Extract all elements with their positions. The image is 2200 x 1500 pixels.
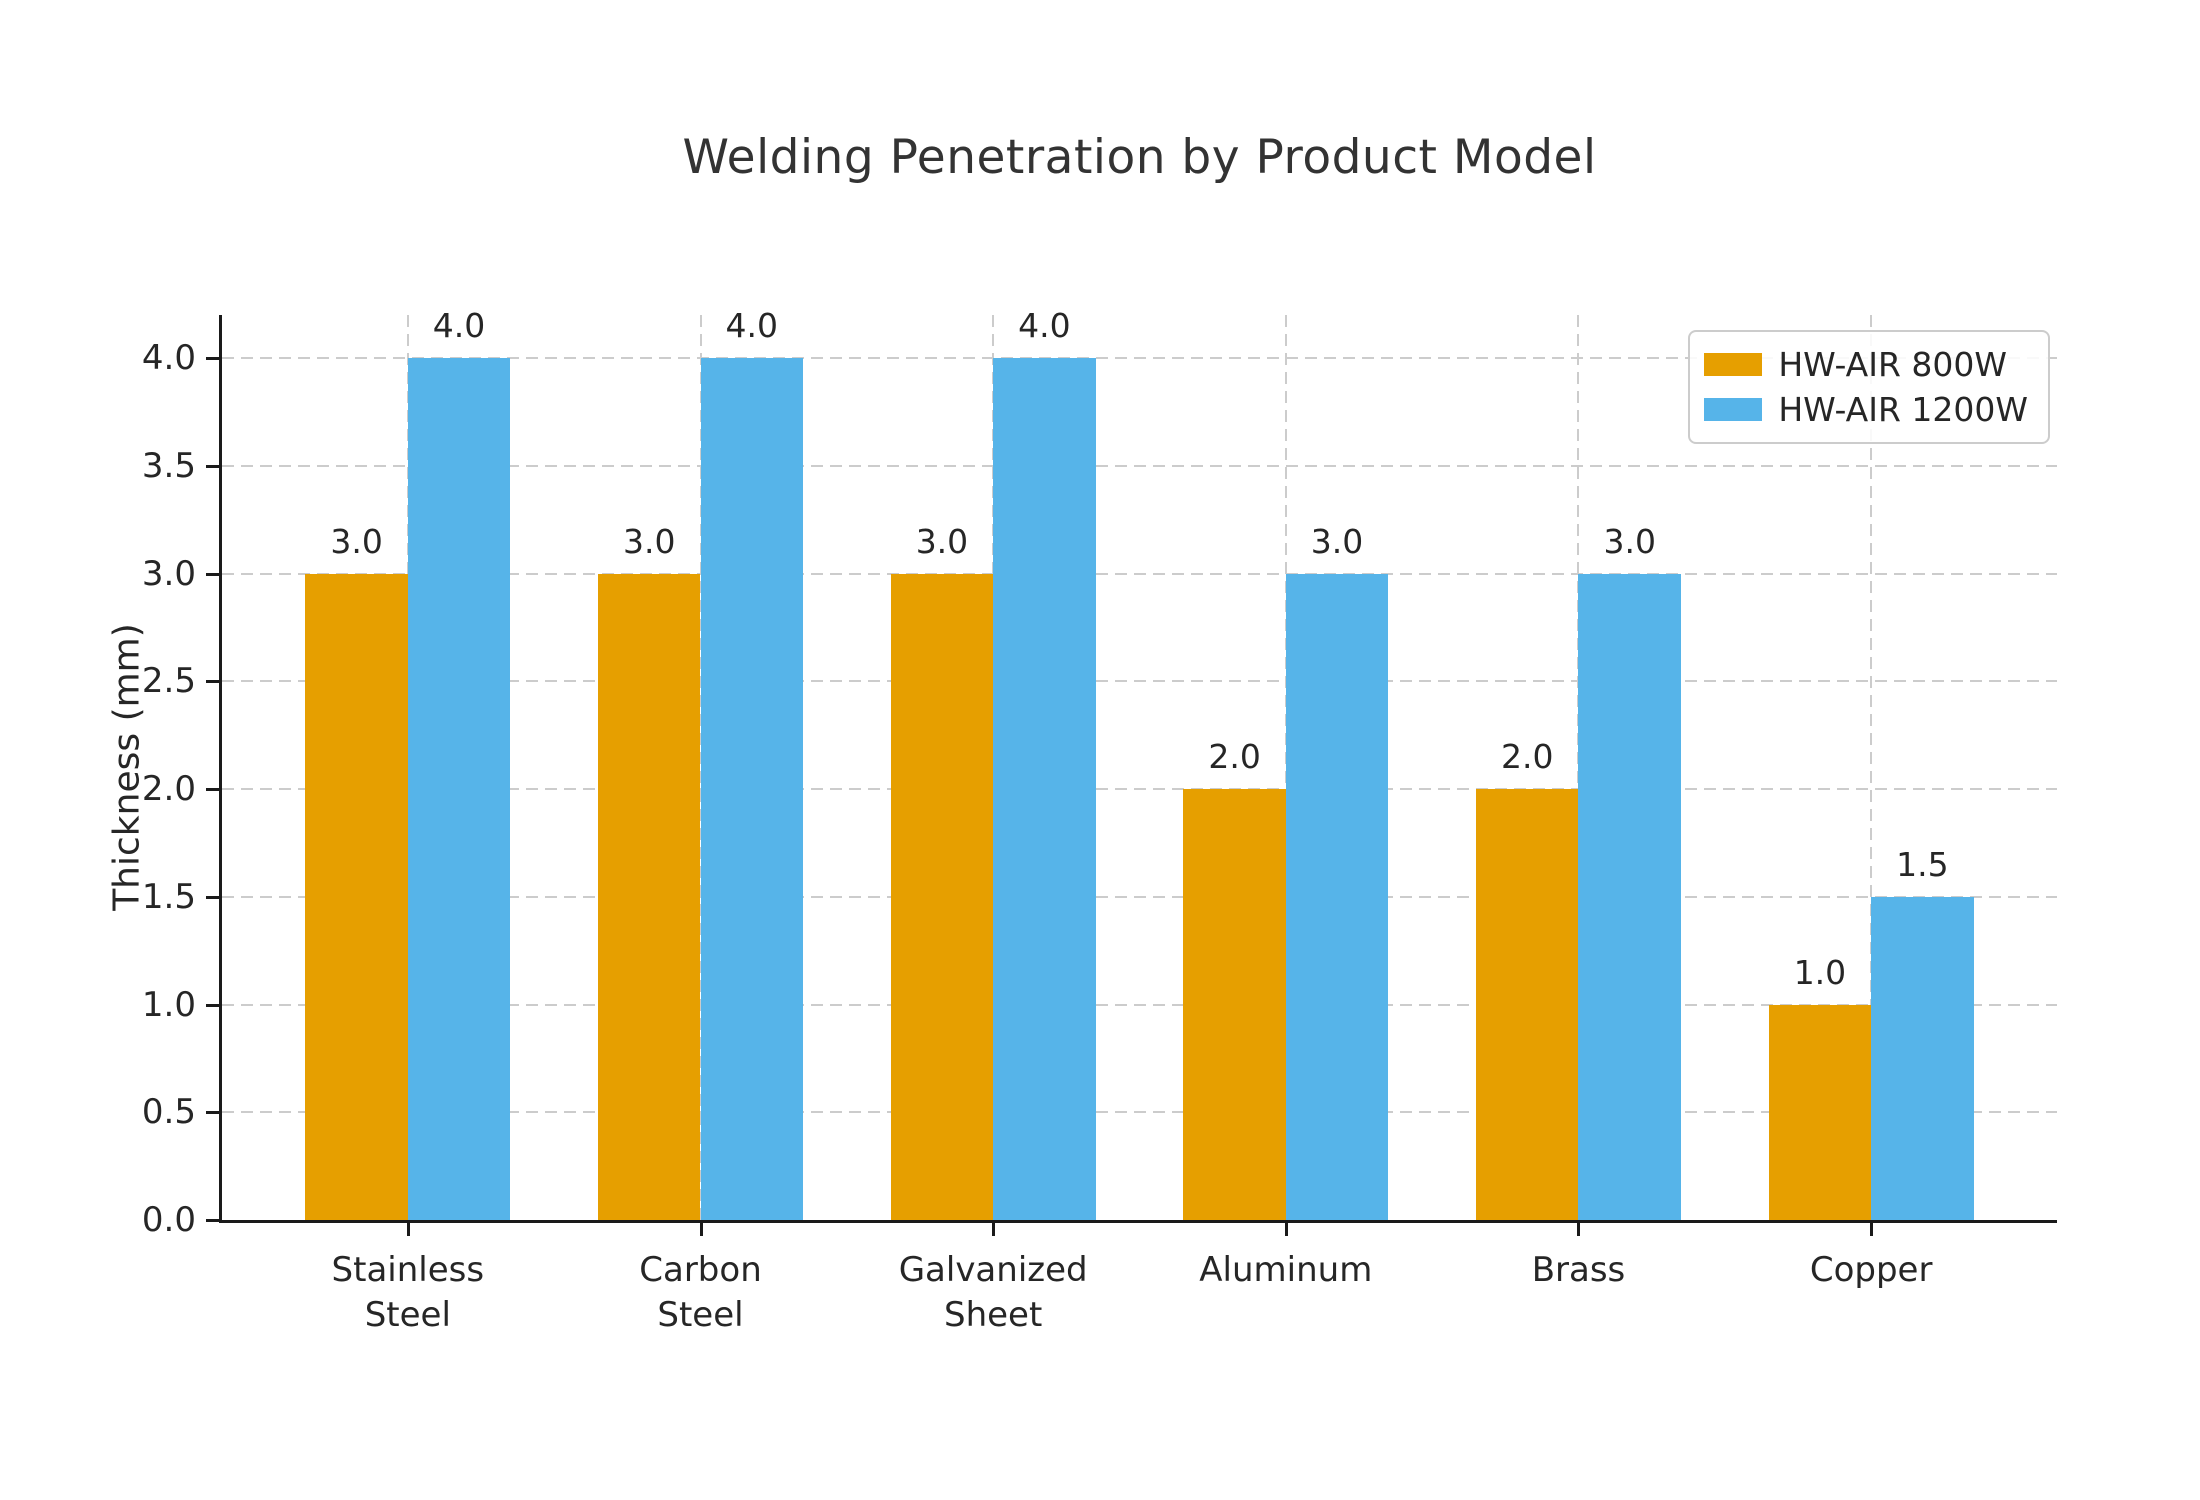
bar-hw-air-1200w: [993, 358, 1096, 1220]
gridline-horizontal: [222, 357, 2057, 360]
bar-value-label: 3.0: [915, 521, 969, 561]
bar-hw-air-1200w: [1285, 573, 1389, 1220]
bar-hw-air-1200w: [700, 358, 803, 1220]
y-tick-label: 3.0: [141, 553, 196, 594]
y-tick-mark: [206, 680, 219, 684]
y-tick-label: 2.5: [141, 661, 196, 702]
bar-hw-air-1200w: [1871, 896, 1974, 1220]
bar-hw-air-800w: [598, 573, 701, 1220]
x-tick-mark: [699, 1223, 703, 1236]
y-tick-label: 0.5: [141, 1092, 196, 1133]
x-tick-mark: [992, 1223, 996, 1236]
y-tick-mark: [206, 357, 219, 361]
y-tick-mark: [206, 1003, 219, 1007]
bar-value-label: 3.0: [1603, 521, 1656, 561]
y-tick-mark: [206, 895, 219, 899]
y-tick-mark: [206, 1111, 219, 1115]
y-tick-label: 2.0: [141, 769, 196, 810]
y-tick-label: 4.0: [141, 338, 196, 379]
bar-value-label: 3.0: [1310, 521, 1364, 561]
x-axis-spine: [219, 1220, 2057, 1223]
legend-label: HW-AIR 800W: [1778, 345, 2007, 384]
bar-hw-air-800w: [1476, 789, 1579, 1220]
y-tick-mark: [206, 1219, 219, 1222]
x-tick-label-carbon-steel: Carbon Steel: [639, 1250, 762, 1335]
bar-value-label: 3.0: [330, 521, 383, 561]
x-tick-label-copper: Copper: [1809, 1250, 1933, 1290]
gridline-horizontal: [222, 572, 2057, 575]
bar-hw-air-1200w: [1578, 573, 1681, 1220]
bar-hw-air-800w: [890, 573, 994, 1220]
y-tick-mark: [206, 572, 219, 576]
gridline-horizontal: [222, 788, 2057, 791]
legend: HW-AIR 800W HW-AIR 1200W: [1688, 330, 2050, 444]
y-tick-label: 3.5: [141, 445, 196, 486]
y-tick-mark: [206, 464, 219, 468]
gridline-horizontal: [222, 1111, 2057, 1114]
bar-value-label: 3.0: [623, 521, 676, 561]
bar-hw-air-800w: [1183, 789, 1286, 1220]
legend-swatch: [1704, 398, 1763, 421]
gridline-vertical: [1870, 315, 1873, 1220]
bar-value-label: 2.0: [1208, 737, 1261, 777]
bar-value-label: 4.0: [432, 306, 486, 346]
gridline-horizontal: [222, 1003, 2057, 1006]
x-tick-label-galvanized-sheet: Galvanized Sheet: [898, 1250, 1088, 1335]
bar-value-label: 2.0: [1501, 737, 1554, 777]
bar-value-label: 1.5: [1896, 844, 1949, 884]
gridline-horizontal: [222, 680, 2057, 683]
bar-hw-air-800w: [305, 573, 408, 1220]
bar-value-label: 4.0: [725, 306, 778, 346]
gridline-horizontal: [222, 895, 2057, 898]
x-tick-label-brass: Brass: [1531, 1250, 1626, 1290]
bar-hw-air-800w: [1768, 1004, 1872, 1220]
legend-row: HW-AIR 1200W: [1704, 387, 2028, 432]
x-tick-label-stainless-steel: Stainless Steel: [331, 1250, 485, 1335]
x-tick-mark: [1284, 1223, 1288, 1236]
legend-row: HW-AIR 800W: [1704, 342, 2028, 387]
y-tick-label: 1.0: [141, 984, 196, 1025]
chart-title: Welding Penetration by Product Model: [682, 130, 1597, 185]
x-tick-label-aluminum: Aluminum: [1199, 1250, 1373, 1290]
y-tick-mark: [206, 788, 219, 792]
x-tick-mark: [1577, 1223, 1581, 1236]
legend-label: HW-AIR 1200W: [1778, 390, 2028, 429]
y-tick-label: 1.5: [141, 876, 196, 917]
bar-value-label: 1.0: [1793, 952, 1847, 992]
legend-swatch: [1704, 353, 1763, 376]
y-axis-spine: [219, 315, 222, 1223]
y-tick-label: 0.0: [141, 1200, 196, 1240]
bar-value-label: 4.0: [1018, 306, 1071, 346]
x-tick-mark: [1870, 1223, 1874, 1236]
x-tick-mark: [406, 1223, 410, 1236]
bar-hw-air-1200w: [407, 358, 511, 1220]
gridline-horizontal: [222, 464, 2057, 467]
